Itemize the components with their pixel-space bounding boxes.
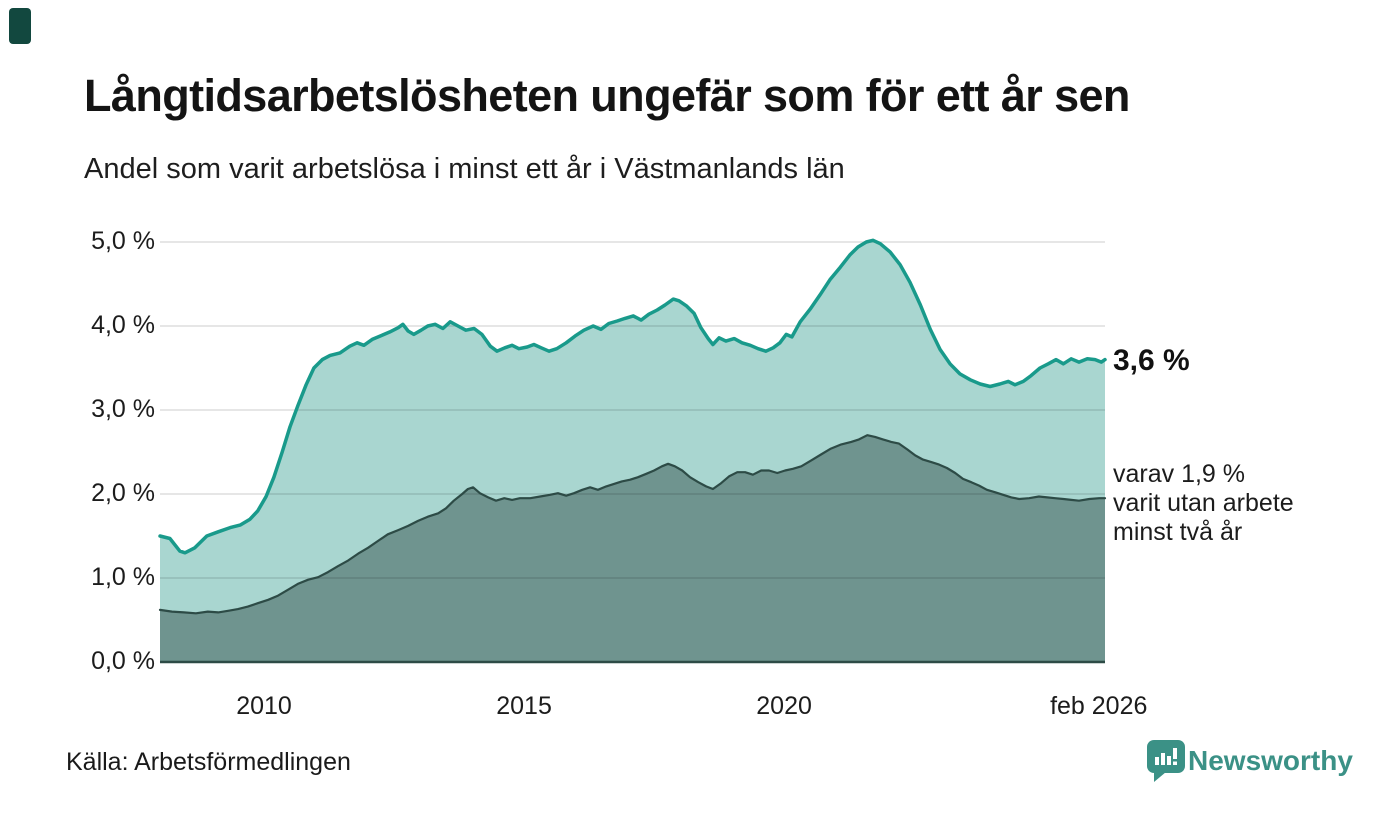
y-tick-label: 1,0 %: [91, 563, 155, 591]
branding-lockup: Newsworthy: [1146, 740, 1353, 784]
series-line-minst-ett-ar: [158, 238, 1107, 555]
corner-brand-square: [9, 8, 31, 44]
x-tick-label: 2015: [496, 692, 552, 720]
x-tick-label: feb 2026: [1050, 692, 1148, 720]
y-tick-label: 5,0 %: [91, 227, 155, 255]
page-title: Långtidsarbetslösheten ungefär som för e…: [84, 70, 1130, 121]
x-tick-label: 2020: [756, 692, 812, 720]
area-fill-minst-tva-ar: [160, 435, 1105, 662]
detail-annotation-line-2: varit utan arbete: [1113, 489, 1294, 517]
source-attribution: Källa: Arbetsförmedlingen: [66, 748, 351, 776]
latest-value-label: 3,6 %: [1113, 344, 1190, 377]
y-tick-label: 4,0 %: [91, 311, 155, 339]
branding-name: Newsworthy: [1188, 745, 1353, 776]
page-subtitle: Andel som varit arbetslösa i minst ett å…: [84, 153, 845, 185]
x-tick-label: 2010: [236, 692, 292, 720]
detail-annotation-line-3: minst två år: [1113, 518, 1243, 546]
detail-annotation: varav 1,9 % varit utan arbete minst två …: [1113, 460, 1294, 547]
newsworthy-logo-icon: [1147, 740, 1185, 782]
y-tick-label: 3,0 %: [91, 395, 155, 423]
y-tick-label: 2,0 %: [91, 479, 155, 507]
y-tick-label: 0,0 %: [91, 647, 155, 675]
detail-annotation-line-1: varav 1,9 %: [1113, 460, 1246, 488]
series-line-minst-tva-ar: [158, 434, 1107, 615]
